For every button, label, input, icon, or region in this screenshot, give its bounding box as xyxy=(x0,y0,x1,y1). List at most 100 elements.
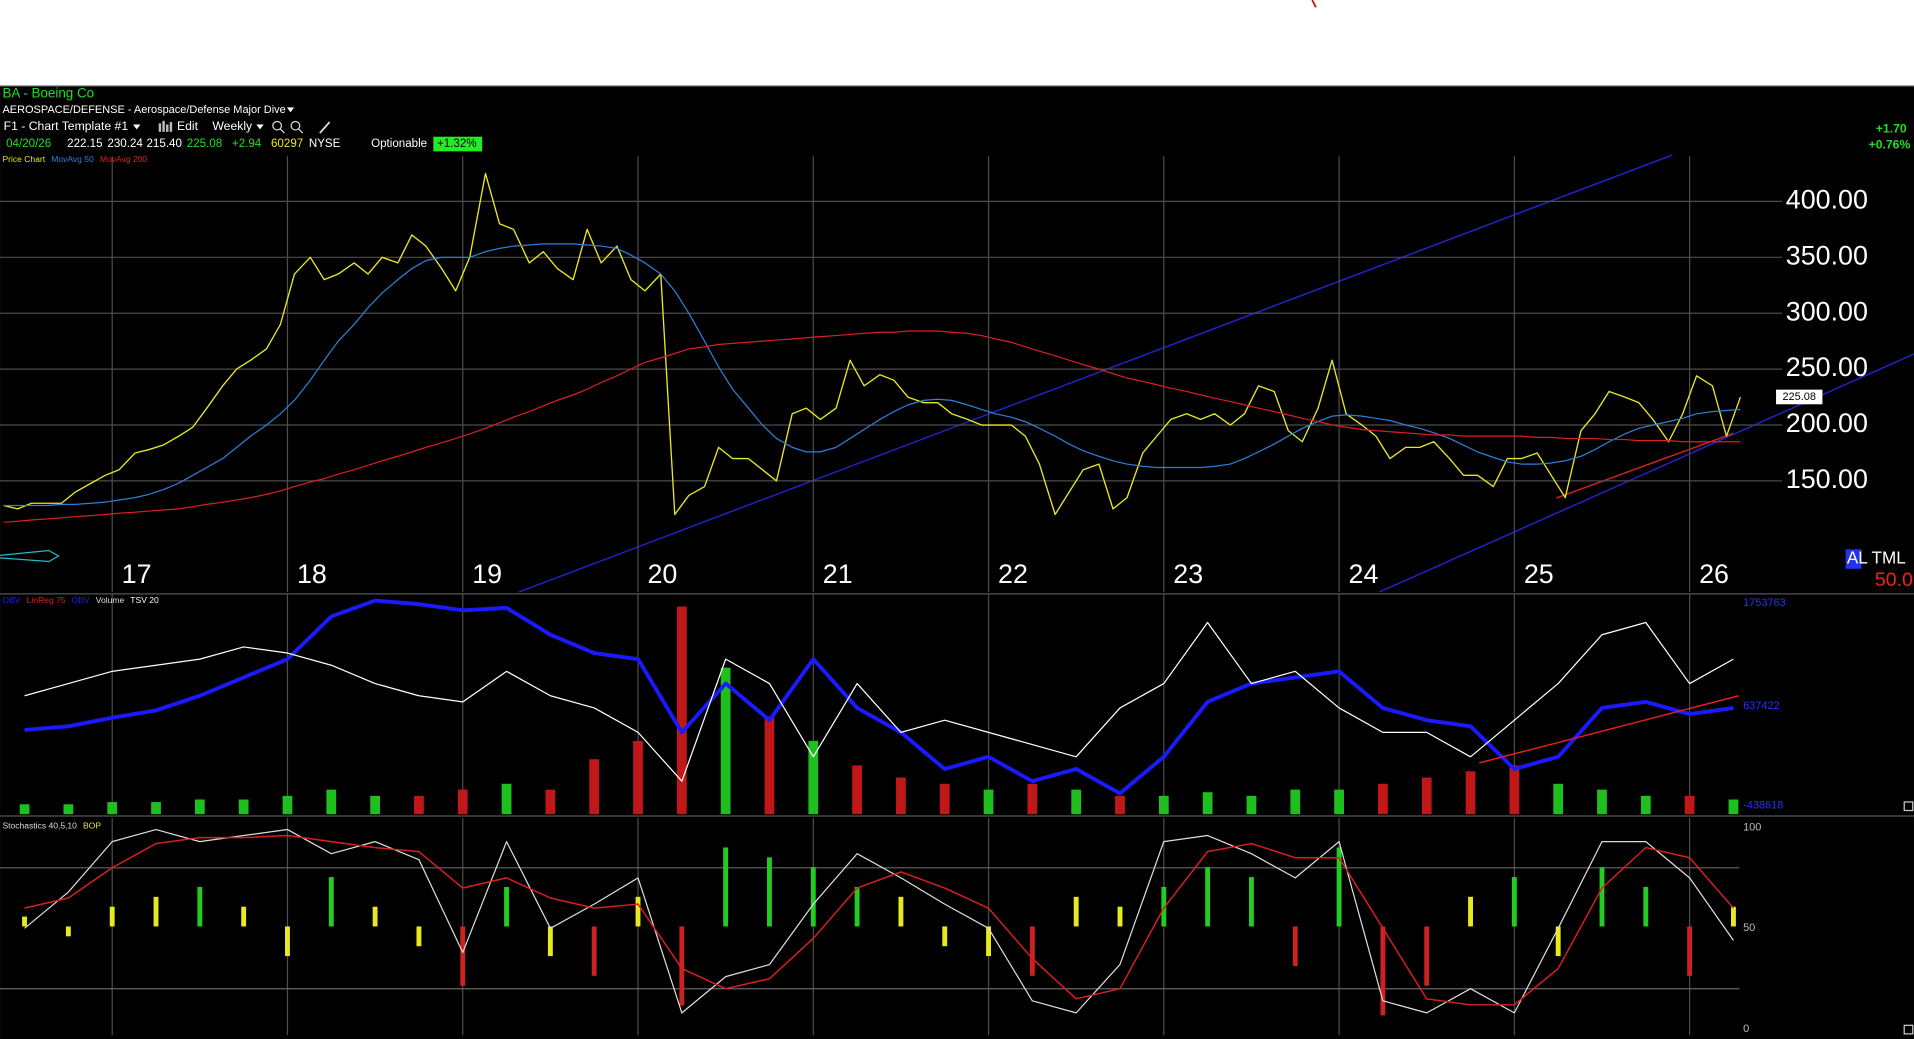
y-tick-label: 0 xyxy=(1743,1023,1749,1035)
edit-button[interactable]: Edit xyxy=(177,119,199,133)
bop-bar xyxy=(1511,877,1517,927)
bop-bar xyxy=(328,877,334,927)
series-line xyxy=(24,834,1734,1006)
bop-bar xyxy=(1161,886,1167,927)
volume-bar xyxy=(939,783,950,815)
dropdown-icon[interactable] xyxy=(286,107,295,113)
x-tick-label: 17 xyxy=(122,559,152,589)
indicator-label: AL TML xyxy=(1847,549,1906,568)
legend-entry: MovAvg 50 xyxy=(51,154,94,164)
bop-bar xyxy=(1205,867,1211,927)
bop-bar xyxy=(767,857,772,927)
bop-bar xyxy=(1380,926,1386,1016)
volume-bar xyxy=(1378,783,1388,815)
legend-entry: OBV xyxy=(72,595,90,605)
bop-bar xyxy=(1336,847,1342,927)
optionable: Optionable xyxy=(371,138,427,150)
volume-bar xyxy=(1071,789,1082,815)
y-tick-label: 100 xyxy=(1743,821,1761,833)
volume-bar xyxy=(808,740,819,815)
volume-bar xyxy=(194,799,205,815)
template-menu[interactable]: F1 - Chart Template #1 xyxy=(4,119,129,133)
y-tick-label: 350.00 xyxy=(1786,240,1868,270)
x-tick-label: 25 xyxy=(1524,559,1554,589)
x-tick-label: 26 xyxy=(1699,559,1729,589)
bop-bar xyxy=(285,926,290,957)
bop-bar xyxy=(986,926,991,957)
trend-line[interactable] xyxy=(518,154,1673,593)
bop-bar xyxy=(1029,926,1035,976)
last-value-box xyxy=(1776,389,1823,405)
bop-bar xyxy=(635,896,641,927)
volume-bar xyxy=(1246,795,1257,815)
legend-entry: BOP xyxy=(83,821,101,831)
series-line xyxy=(24,598,1734,796)
bop-bar xyxy=(460,926,466,986)
bop-bar xyxy=(1687,926,1693,976)
quote-volume: 60297 xyxy=(271,138,303,150)
volume-bar xyxy=(19,804,30,815)
series-line xyxy=(3,172,1742,516)
bop-bar xyxy=(810,867,816,927)
last-value-label: 225.08 xyxy=(1782,391,1816,403)
trend-line[interactable] xyxy=(1379,353,1914,593)
bop-bar xyxy=(1117,906,1123,927)
legend-entry: Volume xyxy=(96,595,125,605)
zoom-in[interactable] xyxy=(272,120,285,134)
draw-tool[interactable] xyxy=(319,121,331,134)
quote-high: 230.24 xyxy=(107,138,143,150)
bop-bar xyxy=(854,886,860,927)
volume-bar xyxy=(545,789,556,815)
bop-bar xyxy=(372,906,378,927)
volume-bar xyxy=(633,740,643,815)
series-line xyxy=(24,828,1734,1014)
bop-bar xyxy=(153,896,159,927)
bop-bar xyxy=(504,886,509,927)
scroll-button[interactable] xyxy=(1903,1024,1914,1035)
legend-entry: Price Chart xyxy=(2,154,45,164)
volume-bar xyxy=(414,795,424,815)
dropdown-icon[interactable] xyxy=(256,124,264,130)
volume-bar xyxy=(1421,777,1432,815)
bop-bar xyxy=(1249,877,1254,927)
volume-bar xyxy=(457,789,468,815)
right-change: +1.70 xyxy=(1876,122,1907,136)
dropdown-icon[interactable] xyxy=(133,124,141,130)
volume-bar xyxy=(370,795,380,815)
cursor-tool[interactable] xyxy=(0,549,60,563)
x-tick-label: 21 xyxy=(823,559,853,589)
top-bar xyxy=(0,0,1914,86)
volume-bar xyxy=(1640,795,1651,815)
volume-bar xyxy=(983,789,994,815)
industry[interactable]: AEROSPACE/DEFENSE - Aerospace/Defense Ma… xyxy=(2,104,285,116)
bop-bar xyxy=(1292,926,1298,966)
pct-change: +1.32% xyxy=(437,138,477,150)
x-tick-label: 18 xyxy=(297,559,327,589)
volume-bar xyxy=(1115,795,1125,815)
scroll-button[interactable] xyxy=(1903,801,1914,812)
bop-bar xyxy=(197,886,203,927)
volume-bar xyxy=(151,802,161,815)
bop-bar xyxy=(1468,896,1473,927)
indicator-value: 50.0 xyxy=(1875,569,1913,591)
bop-bar xyxy=(547,926,553,957)
period-menu[interactable]: Weekly xyxy=(212,119,253,133)
trend-line[interactable] xyxy=(1556,432,1734,499)
bop-bar xyxy=(723,847,729,927)
y-tick-label: 1753763 xyxy=(1743,597,1786,609)
volume-bar xyxy=(720,667,731,815)
y-tick-label: 200.00 xyxy=(1786,408,1868,438)
bop-bar xyxy=(942,926,948,947)
series-line xyxy=(3,243,1741,507)
zoom-out[interactable] xyxy=(290,120,304,134)
bop-bar xyxy=(416,926,422,947)
bop-bar xyxy=(1555,926,1561,957)
bop-bar xyxy=(241,906,247,927)
x-tick-label: 23 xyxy=(1173,559,1203,589)
volume-bar xyxy=(326,789,337,815)
volume-bar xyxy=(1290,789,1301,815)
edit-icon[interactable] xyxy=(158,120,173,132)
bop-bar xyxy=(1643,886,1649,927)
symbol: BA - Boeing Co xyxy=(2,86,94,101)
